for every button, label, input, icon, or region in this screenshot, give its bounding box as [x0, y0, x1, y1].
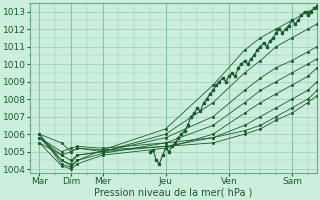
- X-axis label: Pression niveau de la mer( hPa ): Pression niveau de la mer( hPa ): [94, 187, 253, 197]
